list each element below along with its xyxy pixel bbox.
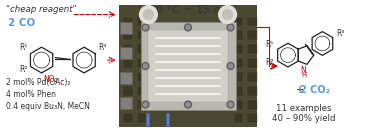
Bar (123, 30, 133, 40)
Circle shape (184, 101, 192, 108)
Text: 140 °C ~ 15 min: 140 °C ~ 15 min (142, 5, 234, 15)
Circle shape (229, 25, 232, 29)
Bar (247, 44, 257, 54)
Bar (120, 72, 132, 84)
Bar (136, 86, 146, 96)
Bar (247, 86, 257, 96)
Bar (123, 44, 133, 54)
Circle shape (144, 103, 147, 107)
Circle shape (142, 63, 149, 69)
Text: +: + (295, 85, 303, 95)
Circle shape (139, 6, 157, 23)
Circle shape (142, 24, 149, 31)
Bar (136, 16, 146, 26)
Circle shape (229, 103, 232, 107)
Bar (234, 100, 243, 110)
Text: H: H (301, 72, 306, 78)
Circle shape (219, 6, 237, 23)
Text: "cheap reagent": "cheap reagent" (6, 5, 77, 14)
Bar (247, 16, 257, 26)
Bar (136, 44, 146, 54)
Circle shape (227, 101, 234, 108)
Bar (234, 72, 243, 82)
Bar (234, 86, 243, 96)
Text: R²: R² (19, 65, 28, 74)
Bar (136, 72, 146, 82)
Circle shape (186, 25, 190, 29)
Bar (120, 47, 132, 59)
Bar (136, 30, 146, 40)
Text: 2 mol% Pd(OAc)₂: 2 mol% Pd(OAc)₂ (6, 78, 70, 87)
Text: NO₂: NO₂ (43, 76, 58, 84)
Circle shape (144, 64, 147, 68)
Bar (123, 100, 133, 110)
Bar (247, 72, 257, 82)
Text: R²: R² (265, 58, 274, 67)
Bar (234, 114, 243, 123)
Circle shape (142, 101, 149, 108)
Bar (149, 30, 228, 102)
Circle shape (223, 10, 232, 20)
Circle shape (227, 24, 234, 31)
Text: R¹: R¹ (19, 43, 28, 52)
Bar (120, 22, 132, 34)
Bar (136, 58, 146, 68)
Text: R³: R³ (98, 43, 107, 52)
Bar (247, 100, 257, 110)
Bar (247, 30, 257, 40)
Bar (123, 86, 133, 96)
Circle shape (186, 103, 190, 107)
Bar (247, 114, 257, 123)
Bar (123, 72, 133, 82)
Bar (123, 16, 133, 26)
Bar (247, 58, 257, 68)
Circle shape (184, 24, 192, 31)
Text: 11 examples: 11 examples (276, 104, 332, 113)
Bar (123, 58, 133, 68)
Circle shape (144, 10, 153, 20)
Bar (234, 16, 243, 26)
Bar (234, 58, 243, 68)
Bar (234, 44, 243, 54)
Text: N: N (301, 66, 307, 75)
Circle shape (227, 63, 234, 69)
Text: R¹: R¹ (265, 40, 274, 49)
Bar (136, 100, 146, 110)
Bar (234, 30, 243, 40)
Text: 4 mol% Phen: 4 mol% Phen (6, 90, 56, 99)
Bar (120, 97, 132, 109)
Text: 2 CO₂: 2 CO₂ (300, 85, 330, 95)
Text: 2 CO: 2 CO (8, 18, 35, 27)
Circle shape (144, 25, 147, 29)
Bar (141, 22, 235, 110)
Bar (123, 114, 133, 123)
Circle shape (229, 64, 232, 68)
Bar (136, 114, 146, 123)
Text: 40 – 90% yield: 40 – 90% yield (272, 114, 336, 123)
Text: R³: R³ (337, 29, 345, 39)
Text: 0.4 equiv Bu₃N, MeCN: 0.4 equiv Bu₃N, MeCN (6, 102, 90, 111)
Bar (119, 5, 257, 127)
